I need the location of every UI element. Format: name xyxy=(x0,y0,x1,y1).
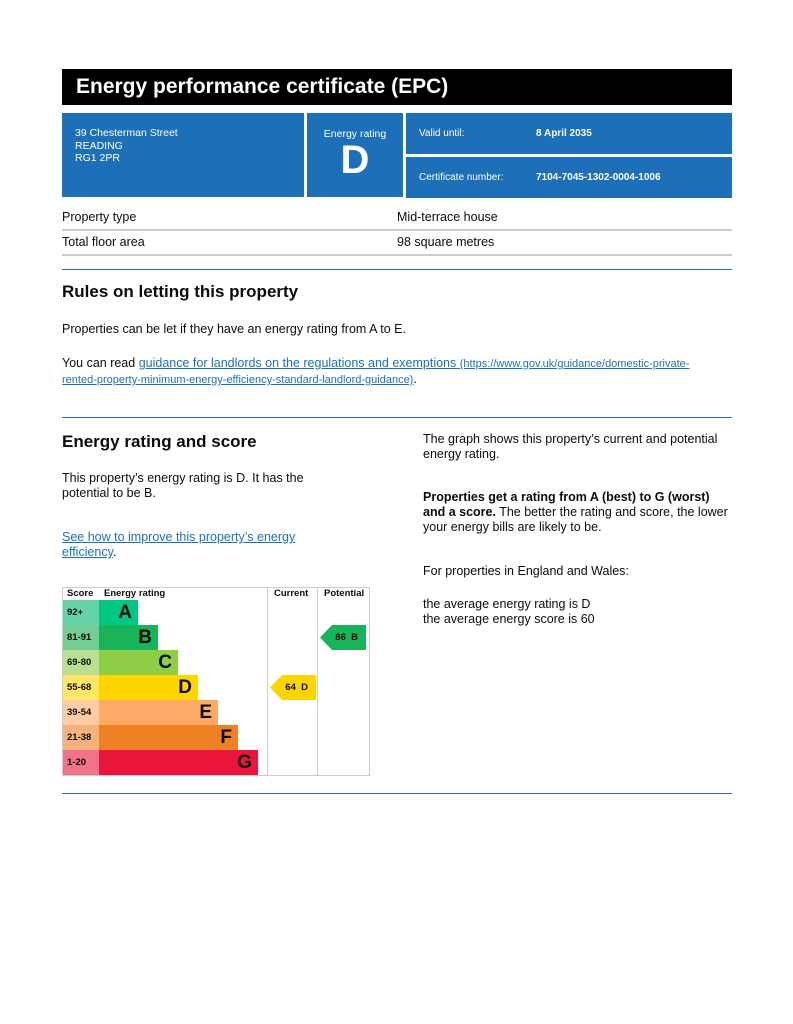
certificate-number-value: 7104-7045-1302-0004-1006 xyxy=(536,172,661,183)
header-energy-rating: Energy rating xyxy=(104,588,166,599)
row-value: 98 square metres xyxy=(397,235,495,249)
energy-rating-value: D xyxy=(340,138,370,182)
score-heading: Energy rating and score xyxy=(62,432,257,451)
valid-until: Valid until: 8 April 2035 xyxy=(406,113,732,154)
letting-heading: Rules on letting this property xyxy=(62,282,299,301)
score-text: This property’s energy rating is D. It h… xyxy=(62,471,304,500)
link-url: (https://www.gov.uk/guidance/domestic-pr… xyxy=(62,358,690,386)
band-score-D: 55-68 xyxy=(63,675,99,700)
bold-text: Properties get a rating from A (best) to… xyxy=(423,490,710,519)
band-score-B: 81-91 xyxy=(63,625,99,650)
floor-area-row: Total floor area 98 square metres xyxy=(62,230,732,256)
band-bar-C: C xyxy=(99,650,178,675)
band-score-G: 1-20 xyxy=(63,750,99,775)
certificate-number: Certificate number: 7104-7045-1302-0004-… xyxy=(406,157,732,198)
text: You can read xyxy=(62,356,139,370)
current-rating-arrow: 64 D xyxy=(270,675,316,700)
improve-link[interactable]: See how to improve this property’s energ… xyxy=(62,530,296,559)
column-divider xyxy=(267,588,268,775)
band-score-E: 39-54 xyxy=(63,700,99,725)
row-label: Property type xyxy=(62,210,137,224)
letting-text: Properties can be let if they have an en… xyxy=(62,322,406,336)
text: . xyxy=(112,545,117,559)
page-title: Energy performance certificate (EPC) xyxy=(62,69,732,105)
link-text: guidance for landlords on the regulation… xyxy=(138,356,457,370)
address-line: 39 Chesterman Street xyxy=(75,127,178,139)
address-block: 39 Chesterman Street READING RG1 2PR xyxy=(62,113,304,197)
energy-rating-chart: Score Energy rating Current Potential 92… xyxy=(62,587,370,776)
address-line: RG1 2PR xyxy=(75,152,120,164)
england-wales: For properties in England and Wales: xyxy=(423,564,629,578)
header-current: Current xyxy=(274,588,309,599)
text: The better the rating and score, the low… xyxy=(423,505,728,534)
property-type-row: Property type Mid-terrace house xyxy=(62,205,732,231)
guidance-link[interactable]: guidance for landlords on the regulation… xyxy=(62,356,689,386)
row-value: Mid-terrace house xyxy=(397,210,498,224)
divider xyxy=(62,417,732,418)
valid-until-value: 8 April 2035 xyxy=(536,128,592,139)
band-bar-G: G xyxy=(99,750,258,775)
potential-rating-arrow: 86 B xyxy=(320,625,366,650)
band-bar-D: D xyxy=(99,675,198,700)
band-score-A: 92+ xyxy=(63,600,99,625)
average-rating: the average energy rating is D xyxy=(423,597,591,611)
band-bar-B: B xyxy=(99,625,158,650)
band-bar-F: F xyxy=(99,725,238,750)
band-score-F: 21-38 xyxy=(63,725,99,750)
band-bar-E: E xyxy=(99,700,218,725)
column-divider xyxy=(317,588,318,775)
divider xyxy=(62,793,732,794)
header-score: Score xyxy=(67,588,94,599)
band-score-C: 69-80 xyxy=(63,650,99,675)
address-line: READING xyxy=(75,139,123,152)
improve-paragraph: See how to improve this property’s energ… xyxy=(62,530,332,560)
letting-guidance: You can read guidance for landlords on t… xyxy=(62,356,722,388)
rating-explainer: Properties get a rating from A (best) to… xyxy=(423,490,733,535)
divider xyxy=(62,269,732,270)
valid-until-label: Valid until: xyxy=(419,128,465,139)
row-label: Total floor area xyxy=(62,235,145,249)
energy-rating-block: Energy rating D xyxy=(307,113,403,197)
text: . xyxy=(413,372,417,386)
band-bar-A: A xyxy=(99,600,138,625)
average-score: the average energy score is 60 xyxy=(423,612,595,626)
header-potential: Potential xyxy=(324,588,365,599)
certificate-number-label: Certificate number: xyxy=(419,172,504,183)
graph-explainer: The graph shows this property’s current … xyxy=(423,432,718,461)
energy-rating-label: Energy rating xyxy=(323,128,387,140)
